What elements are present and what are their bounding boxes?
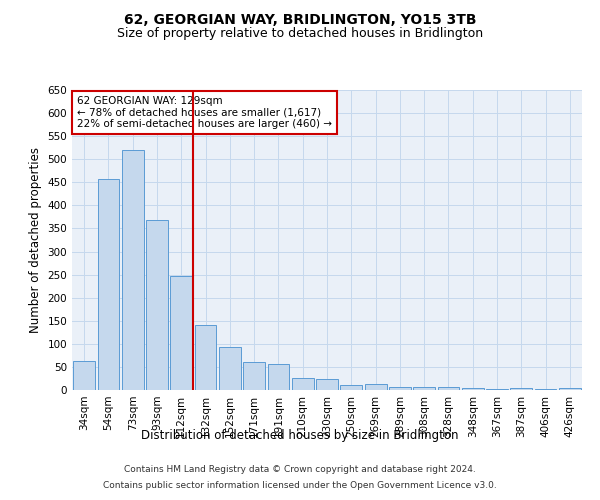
Text: Size of property relative to detached houses in Bridlington: Size of property relative to detached ho… [117, 28, 483, 40]
Bar [486, 388, 508, 390]
Bar [292, 378, 314, 390]
Bar [559, 388, 581, 390]
Bar [122, 150, 143, 390]
Bar [243, 362, 265, 390]
Bar [389, 387, 411, 390]
Y-axis label: Number of detached properties: Number of detached properties [29, 147, 42, 333]
Bar [194, 326, 217, 390]
Bar [511, 388, 532, 390]
Text: Contains public sector information licensed under the Open Government Licence v3: Contains public sector information licen… [103, 480, 497, 490]
Text: Contains HM Land Registry data © Crown copyright and database right 2024.: Contains HM Land Registry data © Crown c… [124, 466, 476, 474]
Bar [97, 179, 119, 390]
Bar [340, 386, 362, 390]
Bar [413, 387, 435, 390]
Bar [219, 347, 241, 390]
Bar [268, 364, 289, 390]
Bar [146, 220, 168, 390]
Bar [170, 276, 192, 390]
Text: 62 GEORGIAN WAY: 129sqm
← 78% of detached houses are smaller (1,617)
22% of semi: 62 GEORGIAN WAY: 129sqm ← 78% of detache… [77, 96, 332, 129]
Bar [316, 380, 338, 390]
Text: 62, GEORGIAN WAY, BRIDLINGTON, YO15 3TB: 62, GEORGIAN WAY, BRIDLINGTON, YO15 3TB [124, 12, 476, 26]
Bar [535, 388, 556, 390]
Bar [365, 384, 386, 390]
Bar [437, 387, 460, 390]
Bar [73, 362, 95, 390]
Text: Distribution of detached houses by size in Bridlington: Distribution of detached houses by size … [141, 428, 459, 442]
Bar [462, 388, 484, 390]
